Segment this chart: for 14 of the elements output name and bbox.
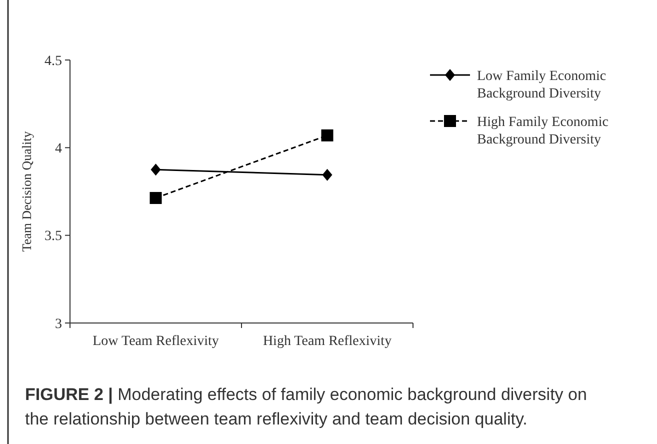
point: [322, 168, 332, 181]
y-tick-label: 3: [55, 316, 62, 332]
caption: FIGURE 2 | Moderating effects of family economic background diversity on the relationship between team reflexivity and team decision quality.: [25, 385, 587, 429]
legend-label: High Family Economic Background Diversity: [477, 114, 608, 148]
point: [150, 192, 162, 204]
y-tick-label: 4: [55, 142, 62, 157]
y-axis-title: Team Decision Quality: [19, 130, 34, 252]
legend-label: Low Family Economic Background Diversity: [477, 68, 606, 102]
x-tick-label: High Team Reflexivity: [262, 334, 392, 349]
x-tick-label: Low Team Reflexivity: [92, 334, 219, 349]
point: [150, 164, 161, 176]
point: [321, 129, 334, 142]
y-tick-label: 3.5: [44, 229, 62, 244]
y-tick-label: 4.5: [44, 54, 62, 69]
